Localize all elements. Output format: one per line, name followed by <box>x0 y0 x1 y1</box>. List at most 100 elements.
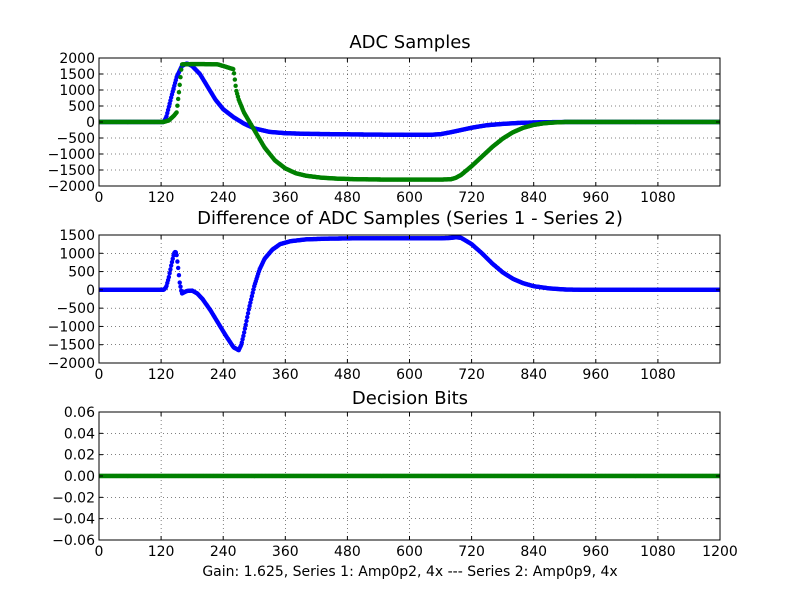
adc-samples-xtick-label: 480 <box>334 190 361 206</box>
decision-bits-ytick-label: −0.04 <box>52 512 95 528</box>
adc-samples-xtick-label: 840 <box>520 190 547 206</box>
difference-point <box>239 340 245 345</box>
difference-xtick-label: 480 <box>334 367 361 383</box>
adc-samples-xtick-label: 720 <box>458 190 485 206</box>
difference-ytick-label: 1000 <box>59 246 95 262</box>
adc-samples-point <box>174 110 179 115</box>
difference-point <box>169 259 175 265</box>
adc-samples-panel: ADC Samples 0 120 240 360 480 600 720 840 960 108… <box>48 32 721 206</box>
adc-samples-xtick-label: 1080 <box>640 190 676 206</box>
adc-samples-point <box>178 75 183 80</box>
adc-samples-ytick-label: −1500 <box>48 163 95 179</box>
difference-xtick-label: 840 <box>520 367 547 383</box>
adc-samples-xtick-label: 360 <box>272 190 299 206</box>
difference-point <box>250 290 255 295</box>
adc-samples-ytick-label: 1000 <box>59 83 95 99</box>
adc-samples-ytick-label: −500 <box>57 131 95 147</box>
difference-point <box>243 322 248 327</box>
decision-bits-ytick-label: −0.06 <box>52 533 95 549</box>
difference-ytick-label: 0 <box>86 283 95 299</box>
difference-ytick-label: −2000 <box>48 356 95 372</box>
decision-bits-xtick-label: 480 <box>334 544 361 560</box>
adc-samples-xtick-label: 600 <box>396 190 423 206</box>
decision-bits-xtick-label: 720 <box>458 544 485 560</box>
adc-samples-xtick-label: 0 <box>95 190 104 206</box>
difference-xtick-label: 600 <box>396 367 423 383</box>
adc-samples-ytick-label: 0 <box>86 115 95 131</box>
decision-bits-ytick-label: 0.00 <box>64 469 95 485</box>
difference-point <box>168 263 174 268</box>
difference-xtick-label: 1080 <box>640 367 676 383</box>
decision-bits-xtick-label: 960 <box>582 544 609 560</box>
difference-point <box>175 265 181 271</box>
difference-point <box>251 287 256 292</box>
decision-bits-xtick-label: 240 <box>210 544 237 560</box>
decision-bits-xtick-label: 0 <box>95 544 104 560</box>
difference-point <box>170 256 175 261</box>
difference-point <box>175 259 180 264</box>
adc-samples-point <box>232 77 238 82</box>
difference-ytick-label: −1000 <box>48 319 95 335</box>
difference-point <box>248 297 254 302</box>
decision-bits-xtick-label: 840 <box>520 544 547 560</box>
decision-bits-xtick-label: 360 <box>272 544 299 560</box>
difference-point <box>168 267 173 272</box>
adc-samples-ytick-label: 2000 <box>59 51 95 67</box>
difference-xtick-label: 0 <box>95 367 104 383</box>
difference-xtick-label: 360 <box>272 367 299 383</box>
adc-samples-point <box>231 71 237 76</box>
difference-panel: Difference of ADC Samples (Series 1 - Se… <box>48 208 721 383</box>
difference-point <box>174 252 179 258</box>
adc-samples-ytick-label: −1000 <box>48 147 95 163</box>
difference-ytick-label: 500 <box>68 265 95 281</box>
difference-xtick-label: 720 <box>458 367 485 383</box>
adc-samples-xtick-label: 120 <box>148 190 175 206</box>
difference-point <box>241 333 246 339</box>
difference-ytick-label: 1500 <box>59 228 95 244</box>
difference-point <box>241 330 247 335</box>
adc-samples-point <box>233 83 238 89</box>
difference-point <box>245 314 250 320</box>
difference-ytick-label: −1500 <box>48 338 95 354</box>
difference-point <box>166 274 172 280</box>
adc-samples-point <box>176 90 182 95</box>
difference-point <box>245 311 251 316</box>
adc-samples-ytick-label: 500 <box>68 99 95 115</box>
difference-point <box>177 280 182 285</box>
difference-xtick-label: 120 <box>148 367 175 383</box>
decision-bits-xtick-label: 120 <box>148 544 175 560</box>
difference-point <box>244 318 249 324</box>
decision-bits-ytick-label: −0.02 <box>52 490 95 506</box>
difference-xtick-label: 960 <box>582 367 609 383</box>
difference-title: Difference of ADC Samples (Series 1 - Se… <box>197 208 623 229</box>
difference-point <box>246 307 252 312</box>
decision-bits-xtick-label: 1080 <box>640 544 676 560</box>
difference-point <box>240 337 245 342</box>
difference-point <box>249 293 255 299</box>
difference-xtick-label: 240 <box>210 367 237 383</box>
figure-caption: Gain: 1.625, Series 1: Amp0p2, 4x --- Se… <box>202 564 617 580</box>
difference-point <box>176 273 182 278</box>
adc-samples-point <box>175 103 180 108</box>
adc-samples-title: ADC Samples <box>349 32 470 53</box>
difference-point <box>167 271 172 276</box>
difference-point <box>242 326 248 331</box>
decision-bits-xtick-label: 1200 <box>702 544 738 560</box>
adc-samples-point <box>175 96 181 102</box>
adc-samples-ytick-label: −2000 <box>48 179 95 195</box>
adc-samples-xtick-label: 240 <box>210 190 237 206</box>
difference-point <box>178 284 183 289</box>
decision-bits-xtick-label: 600 <box>396 544 423 560</box>
difference-point <box>247 303 252 309</box>
decision-bits-title: Decision Bits <box>352 388 468 409</box>
difference-point <box>248 300 253 305</box>
adc-samples-point <box>179 67 184 72</box>
decision-bits-ytick-label: 0.02 <box>64 448 95 464</box>
decision-bits-series-1 <box>99 473 720 479</box>
adc-samples-point <box>231 66 236 72</box>
adc-samples-point <box>177 82 182 88</box>
difference-series-1 <box>99 235 720 353</box>
decision-bits-panel: Decision Bits 0 120 240 360 480 600 720 840 960 1… <box>52 388 738 560</box>
difference-ytick-label: −500 <box>57 301 95 317</box>
